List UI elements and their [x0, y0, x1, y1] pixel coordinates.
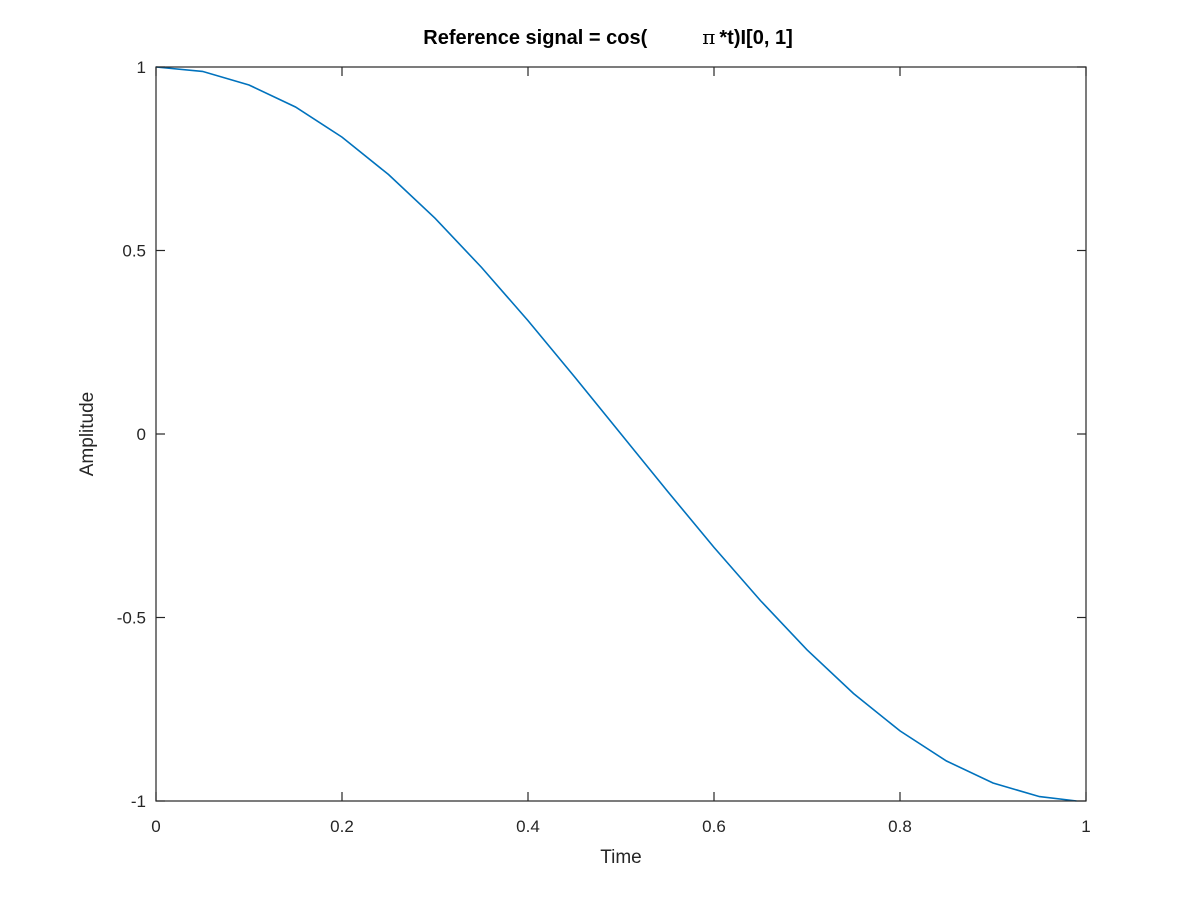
y-tick-label: -0.5 — [117, 609, 146, 628]
x-tick-label: 0.8 — [888, 817, 912, 836]
y-tick-label: 0.5 — [122, 242, 146, 261]
axis-tick-labels: 0 0.2 0.4 0.6 0.8 1 -1 -0.5 0 0.5 1 — [117, 58, 1091, 836]
chart-title: Reference signal = cos( π *t)I[0, 1] — [423, 25, 792, 49]
x-tick-label: 0.2 — [330, 817, 354, 836]
y-axis-label: Amplitude — [77, 392, 98, 477]
x-axis-label: Time — [600, 847, 642, 868]
chart-title-symbol: π — [702, 25, 715, 49]
chart-title-prefix: Reference signal = cos( — [423, 27, 647, 49]
x-tick-label: 0 — [151, 817, 160, 836]
x-tick-label: 1 — [1081, 817, 1090, 836]
series-line — [155, 66, 1077, 802]
y-tick-label: 1 — [137, 58, 146, 77]
x-tick-label: 0.6 — [702, 817, 726, 836]
x-tick-label: 0.4 — [516, 817, 540, 836]
chart-title-suffix: *t)I[0, 1] — [719, 27, 792, 49]
plot-frame — [155, 66, 1087, 802]
y-tick-label: 0 — [137, 425, 146, 444]
y-tick-label: -1 — [131, 792, 146, 811]
